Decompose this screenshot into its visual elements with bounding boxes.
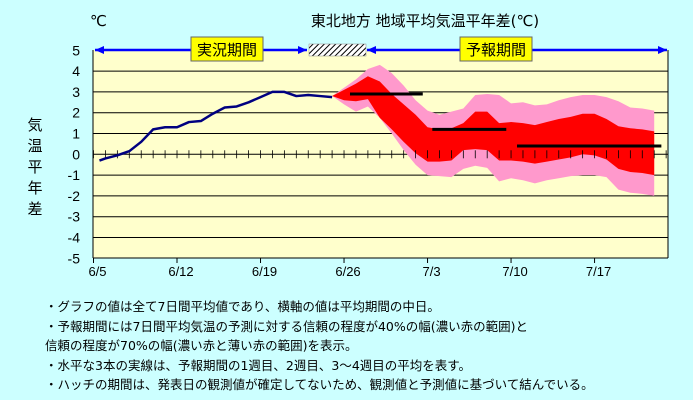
arrow-head-right <box>298 46 307 54</box>
y-tick-label: -1 <box>68 167 81 183</box>
x-tick-labels: 6/5 6/12 6/19 6/26 7/3 7/10 7/17 <box>88 264 611 279</box>
y-tick-label: -5 <box>68 250 81 266</box>
x-tick-label: 7/10 <box>502 264 527 279</box>
hatch-period-box <box>308 43 367 57</box>
forecast-period-label: 予報期間 <box>466 41 526 59</box>
x-tick-label: 7/3 <box>423 264 441 279</box>
y-axis-label-char: 気 <box>27 116 42 134</box>
y-tick-label: 2 <box>72 105 80 121</box>
y-axis-label-char: 差 <box>27 200 42 218</box>
y-tick-labels: 5 4 3 2 1 0 -1 -2 -3 -4 -5 <box>68 42 81 266</box>
x-tick-label: 6/12 <box>168 264 193 279</box>
period-indicators: 実況期間 予報期間 <box>95 36 667 62</box>
y-tick-label: 3 <box>72 84 80 100</box>
y-axis-label-char: 温 <box>27 137 42 155</box>
y-axis-label: 気温平年差 <box>27 116 42 218</box>
x-tick-label: 6/5 <box>88 264 106 279</box>
y-tick-label: 5 <box>72 42 80 58</box>
y-tick-label: 1 <box>72 126 80 142</box>
y-tick-label: 0 <box>72 146 80 162</box>
y-axis-label-char: 平 <box>27 158 42 176</box>
series-lines <box>99 90 662 162</box>
chart-notes: ・グラフの値は全て7日間平均値であり、横軸の値は平均期間の中日。 ・予報期間には… <box>45 297 594 395</box>
band-40-percent <box>332 76 655 176</box>
x-tick-label: 6/26 <box>335 264 360 279</box>
note-line: 信頼の程度が70%の幅(濃い赤と薄い赤の範囲)を表示。 <box>45 338 358 353</box>
x-tick-label: 7/17 <box>586 264 611 279</box>
y-tick-label: 4 <box>72 63 80 79</box>
arrow-head-left <box>95 46 104 54</box>
note-line: ・予報期間には7日間平均気温の予測に対する信頼の程度が40%の幅(濃い赤の範囲)… <box>45 318 528 334</box>
observed-period-box <box>190 36 264 62</box>
y-axis-label-char: 年 <box>27 179 42 197</box>
y-tick-label: -4 <box>68 230 81 246</box>
note-line: ・ハッチの期間は、発表日の観測値が確定してないため、観測値と予測値に基づいて結ん… <box>45 377 594 392</box>
observed-period-label: 実況期間 <box>197 41 257 59</box>
arrow-head-right <box>658 46 667 54</box>
arrow-head-left <box>367 46 376 54</box>
note-line: ・水平な3本の実線は、予報期間の1週目、2週目、3〜4週目の平均を表す。 <box>45 357 472 373</box>
y-tick-label: -2 <box>68 188 81 204</box>
unit-label: ℃ <box>90 12 107 30</box>
x-tick-label: 6/19 <box>252 264 277 279</box>
chart-title: 東北地方 地域平均気温平年差(℃) <box>311 12 539 30</box>
note-line: ・グラフの値は全て7日間平均値であり、横軸の値は平均期間の中日。 <box>45 299 440 314</box>
observed-line <box>99 90 333 162</box>
forecast-period-box <box>459 36 533 62</box>
y-tick-label: -3 <box>68 209 81 225</box>
